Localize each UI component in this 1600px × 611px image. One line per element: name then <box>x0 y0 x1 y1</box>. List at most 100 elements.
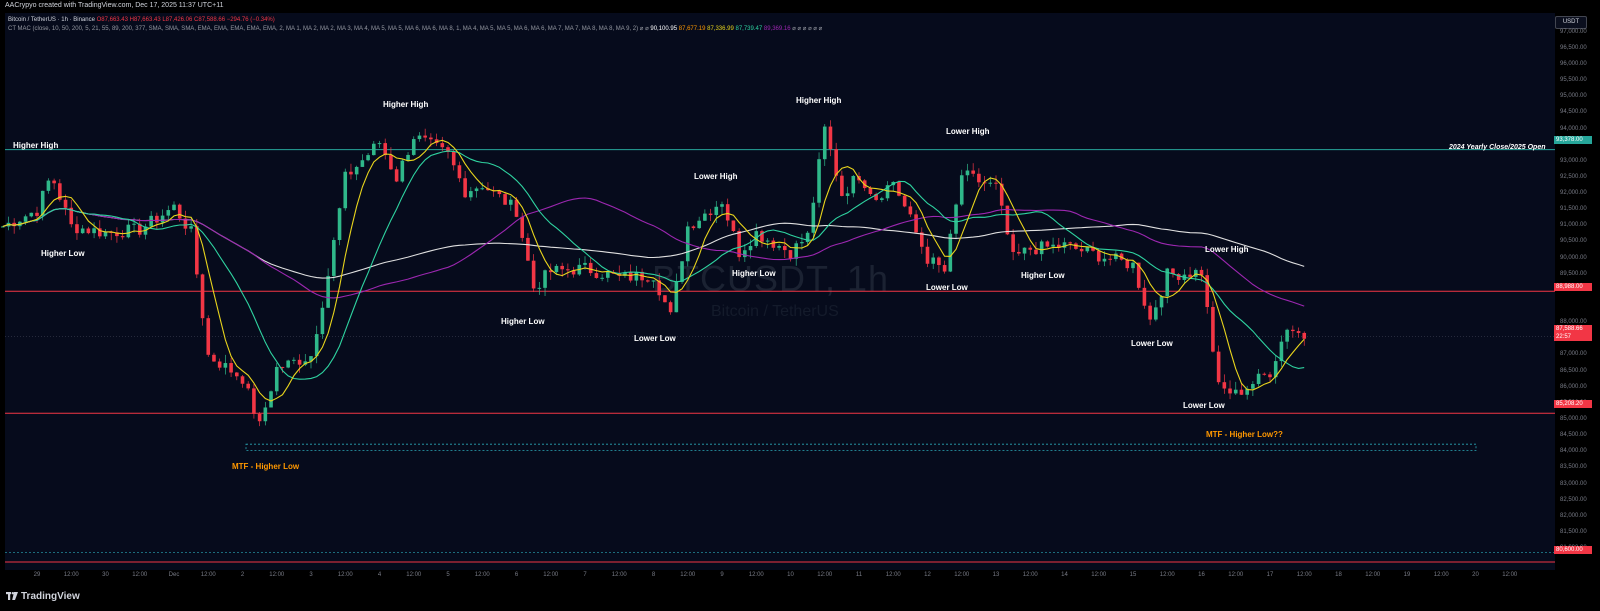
price-tick: 84,000.00 <box>1560 448 1587 455</box>
candle-body <box>1108 258 1112 260</box>
time-tick: 12:00 <box>1433 572 1449 578</box>
candle-body <box>217 361 222 368</box>
indicator-value-2: 87,677.19 <box>678 26 706 32</box>
candle-body <box>760 231 764 242</box>
watermark-symbol: BTCUSDT, 1h <box>652 258 890 299</box>
candle-body <box>942 265 947 272</box>
time-tick: 12:00 <box>63 572 79 578</box>
candle-body <box>1251 383 1255 389</box>
candle-body <box>845 193 850 196</box>
candle-body <box>406 154 410 161</box>
candle-body <box>229 363 233 373</box>
candle-body <box>149 215 153 227</box>
candle-body <box>1279 341 1284 362</box>
candle-body <box>297 359 302 365</box>
time-tick: 12:00 <box>132 572 148 578</box>
candle-body <box>634 271 639 281</box>
tradingview-logo[interactable]: TradingView <box>6 591 80 602</box>
candle-body <box>115 232 119 237</box>
candle-body <box>206 318 211 355</box>
price-tick: 91,500.00 <box>1560 206 1587 213</box>
price-tick: 85,000.00 <box>1560 415 1587 422</box>
candle-body <box>560 265 564 270</box>
candle-body <box>411 139 416 155</box>
candle-body <box>166 210 171 216</box>
time-tick: 12:00 <box>817 572 833 578</box>
label-lower-low-4: Lower Low <box>1183 401 1225 410</box>
candle-body <box>1239 389 1244 395</box>
time-tick: 12:00 <box>1159 572 1175 578</box>
time-tick: 12:00 <box>474 572 490 578</box>
candle-body <box>332 240 336 276</box>
time-tick: 3 <box>309 572 313 578</box>
time-tick: 12:00 <box>885 572 901 578</box>
candle-body <box>811 202 816 233</box>
resistance-tag: 88,988.00 <box>1554 283 1592 291</box>
candle-body <box>377 143 382 145</box>
candle-body <box>548 270 553 273</box>
candle-body <box>999 183 1004 206</box>
candle-body <box>1017 251 1021 254</box>
label-lower-low-3: Lower Low <box>1131 339 1173 348</box>
candle-body <box>1176 274 1181 280</box>
candle-body <box>400 160 405 182</box>
candle-body <box>212 354 216 362</box>
candle-body <box>97 228 102 237</box>
candle-body <box>1148 305 1152 320</box>
candle-body <box>937 257 941 266</box>
ma-purple-line <box>2 197 1305 307</box>
candle-body <box>594 273 599 278</box>
time-tick: 12:00 <box>1091 572 1107 578</box>
label-higher-high-1: Higher High <box>13 141 59 150</box>
candle-body <box>360 160 365 167</box>
candle-body <box>1296 331 1301 333</box>
time-tick: 8 <box>651 572 656 578</box>
candle-body <box>817 159 821 203</box>
candle-body <box>771 240 776 248</box>
candle-body <box>451 151 456 166</box>
candle-body <box>794 243 799 259</box>
candle-body <box>469 191 473 198</box>
time-tick: 7 <box>583 572 587 578</box>
candle-body <box>457 165 462 179</box>
candle-body <box>908 206 913 215</box>
candle-body <box>731 220 736 232</box>
price-tick: 92,500.00 <box>1560 173 1587 180</box>
candle-body <box>92 228 96 234</box>
candle-body <box>417 135 422 140</box>
candle-body <box>902 195 907 207</box>
indicator-tail: ⌀ ⌀ ⌀ ⌀ ⌀ ⌀ <box>792 26 823 32</box>
candle-body <box>988 182 993 184</box>
candle-body <box>1028 247 1033 250</box>
time-tick: 11 <box>855 572 863 578</box>
label-yearly-open: 2024 Yearly Close/2025 Open <box>1449 144 1546 151</box>
candle-body <box>1022 247 1027 254</box>
label-lower-high-2: Lower High <box>946 127 990 136</box>
candle-body <box>292 359 296 361</box>
indicator-legend[interactable]: CT MAC (close, 10, 50, 200, 5, 21, 55, 8… <box>8 25 822 32</box>
candle-body <box>320 307 325 335</box>
candle-body <box>982 182 987 184</box>
price-tick: 81,500.00 <box>1560 528 1587 535</box>
currency-button[interactable]: USDT <box>1555 16 1587 29</box>
candle-body <box>446 147 450 152</box>
current-price-tag: 87,588.66 <box>1554 325 1592 333</box>
candle-body <box>177 204 182 219</box>
candle-body <box>371 143 376 156</box>
candle-body <box>0 226 5 228</box>
candle-body <box>1045 241 1050 247</box>
candle-body <box>1005 205 1010 235</box>
candle-body <box>822 126 827 160</box>
candle-body <box>725 204 730 221</box>
candle-body <box>12 222 16 227</box>
time-tick: 13 <box>992 572 1000 578</box>
price-tick: 89,500.00 <box>1560 270 1587 277</box>
support-tag: 85,208.20 <box>1554 400 1592 408</box>
candle-body <box>103 231 108 237</box>
time-tick: 12:00 <box>1228 572 1244 578</box>
candle-body <box>1205 275 1210 307</box>
time-tick: 19 <box>1403 572 1411 578</box>
candle-body <box>109 231 114 233</box>
